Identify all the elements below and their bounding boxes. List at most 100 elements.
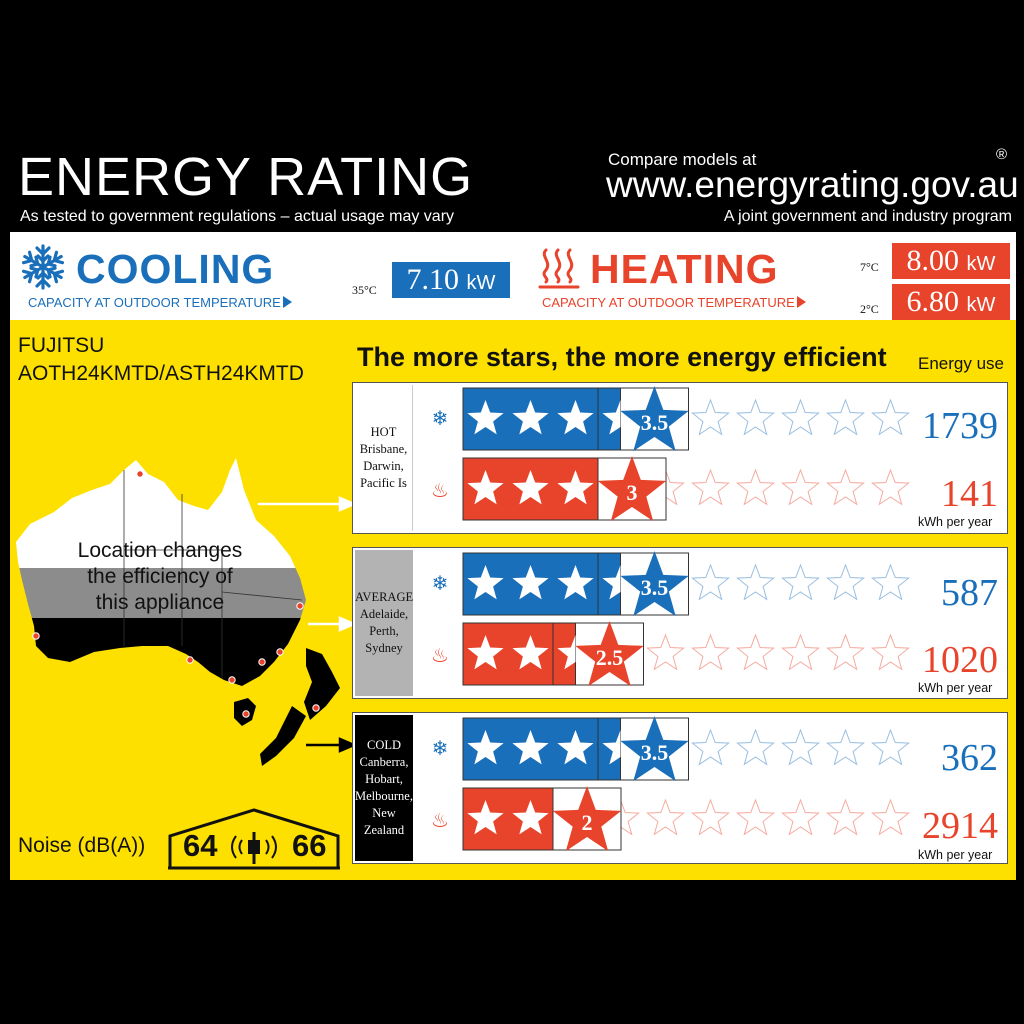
heating-star-outline (691, 633, 730, 671)
energy-use-label: Energy use (918, 354, 1004, 373)
cooling-temp: 35°C (352, 283, 377, 297)
cooling-rating-label: 3.5 (641, 410, 669, 435)
cooling-star-outline (826, 398, 865, 436)
model-number: AOTH24KMTD/ASTH24KMTD (18, 362, 304, 385)
heat-waves-icon (538, 248, 580, 289)
cooling-star-outline (871, 728, 910, 766)
snowflake-icon: ❄ (432, 408, 449, 430)
cooling-star-half (602, 730, 638, 764)
cooling-star-full (557, 730, 594, 765)
heat-waves-icon: ♨ (431, 810, 449, 832)
kwh-label-average: kWh per year (918, 681, 993, 695)
heating-rating-label: 3 (627, 480, 638, 505)
heating-capacity-value-2: 6.80 kW (892, 284, 1010, 320)
heating-star-outline (691, 798, 730, 836)
heating-rating-star (575, 621, 644, 687)
heating-star-outline (646, 633, 685, 671)
heating-star-full (557, 470, 594, 505)
map-caption-line-2: the efficiency of (87, 565, 233, 588)
heating-star-outline (781, 798, 820, 836)
heating-star-outline (826, 633, 865, 671)
heating-star-full (467, 800, 504, 835)
heating-star-outline (736, 468, 775, 506)
map-caption-line-3: this appliance (95, 591, 225, 614)
cooling-star-outline (691, 728, 730, 766)
heating-star-full (512, 470, 549, 505)
heating-unit-1: kW (966, 253, 996, 275)
heating-capacity-value-1: 8.00 kW (892, 243, 1010, 279)
heating-unit-2: kW (966, 294, 996, 316)
heating-energy-use-hot: 141 (941, 473, 998, 515)
subtitle: As tested to government regulations – ac… (20, 208, 455, 225)
heating-star-outline (736, 798, 775, 836)
registered-mark: ® (996, 146, 1008, 163)
page-title: ENERGY RATING (18, 147, 474, 207)
zone-city: Adelaide, (359, 607, 409, 621)
cooling-star-full (557, 400, 594, 435)
heating-rating-star (597, 456, 667, 522)
triangle-right-icon (282, 296, 292, 308)
zone-city: Hobart, (365, 772, 403, 786)
cooling-star-full (512, 565, 549, 600)
zone-city: Melbourne, (355, 789, 413, 803)
zone-city: Perth, (369, 624, 399, 638)
cooling-star-outline (691, 398, 730, 436)
kwh-label-cold: kWh per year (918, 848, 993, 862)
australia-nz-map (16, 458, 358, 766)
map-caption-line-1: Location changes (77, 539, 243, 562)
cooling-star-outline (691, 563, 730, 601)
heating-rating-label: 2.5 (596, 645, 624, 670)
cooling-star-full (557, 565, 594, 600)
heating-value-2-number: 6.80 (906, 285, 960, 318)
cooling-title: COOLING (76, 246, 275, 292)
heating-star-outline (691, 468, 730, 506)
heating-star-full (467, 470, 504, 505)
cooling-star-full (467, 400, 504, 435)
heating-energy-use-average: 1020 (922, 639, 998, 681)
cooling-star-outline (871, 398, 910, 436)
heating-star-outline (736, 633, 775, 671)
compare-text: Compare models at (608, 150, 757, 169)
heating-star-outline (826, 468, 865, 506)
zone-label-cold: COLD Canberra, Hobart, Melbourne, New Ze… (355, 715, 413, 861)
zone-label-hot: HOT Brisbane, Darwin, Pacific Is (355, 385, 413, 531)
noise-label: Noise (dB(A)) (18, 834, 146, 857)
cooling-star-outline (871, 563, 910, 601)
zone-city: Brisbane, (359, 442, 408, 456)
heating-star-outline (871, 798, 910, 836)
cooling-energy-use-cold: 362 (941, 737, 998, 779)
cooling-capacity-label: CAPACITY AT OUTDOOR TEMPERATURE (28, 295, 292, 310)
heating-rating-star (552, 786, 622, 852)
cooling-energy-use-hot: 1739 (922, 405, 998, 447)
cooling-capacity-text: CAPACITY AT OUTDOOR TEMPERATURE (28, 295, 281, 310)
indoor-noise-value: 64 (183, 828, 218, 863)
snowflake-icon: ❄ (432, 738, 449, 760)
cooling-star-full (467, 565, 504, 600)
zone-city: Darwin, (363, 459, 404, 473)
heating-value-1-number: 8.00 (906, 244, 960, 277)
map-caption: Location changes the efficiency of this … (40, 538, 280, 616)
website-link[interactable]: www.energyrating.gov.au (606, 164, 1019, 205)
heating-temp-1: 7°C (860, 260, 879, 274)
heating-star-outline (781, 633, 820, 671)
cooling-star-outline (781, 398, 820, 436)
heating-star-half (557, 635, 593, 669)
heating-star-outline (871, 468, 910, 506)
heating-energy-use-cold: 2914 (922, 805, 998, 847)
cooling-value-number: 7.10 (406, 263, 460, 296)
heating-capacity-text: CAPACITY AT OUTDOOR TEMPERATURE (542, 295, 795, 310)
cooling-rating-star (620, 716, 689, 782)
program-text: A joint government and industry program (723, 208, 1012, 225)
cooling-rating-label: 3.5 (641, 575, 669, 600)
cooling-star-outline (826, 728, 865, 766)
snowflake-icon: ❄ (432, 573, 449, 595)
cooling-star-outline (781, 728, 820, 766)
zone-city: New Zealand (363, 806, 405, 837)
cooling-star-outline (736, 563, 775, 601)
heat-waves-icon: ♨ (431, 480, 449, 502)
heating-star-outline (826, 798, 865, 836)
cooling-star-half (602, 565, 638, 599)
kwh-label-hot: kWh per year (918, 515, 993, 529)
zone-label-average: AVERAGE Adelaide, Perth, Sydney (355, 550, 413, 696)
cooling-star-outline (781, 563, 820, 601)
